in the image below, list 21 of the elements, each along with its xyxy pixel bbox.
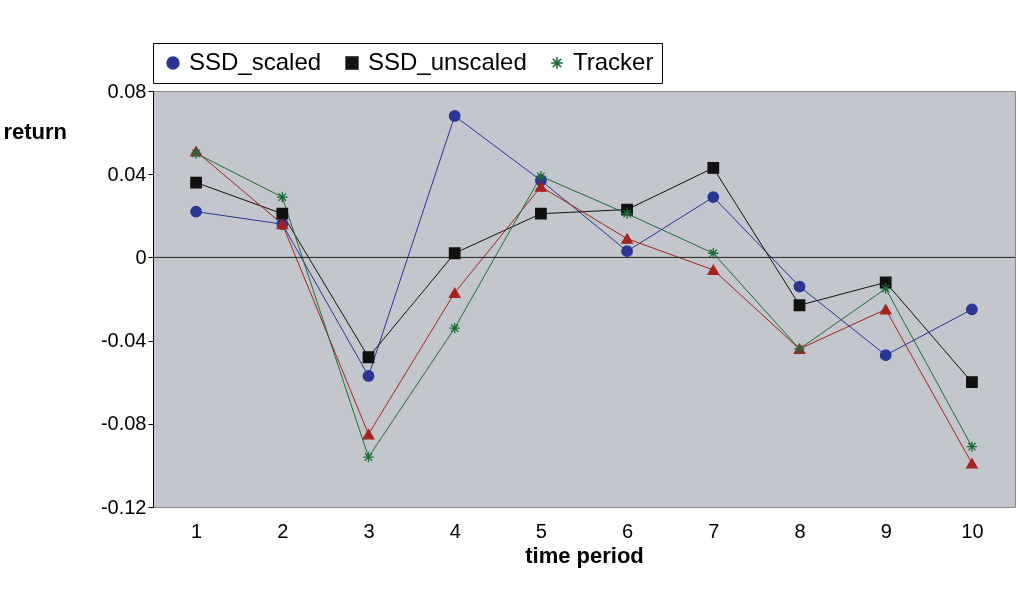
y-tick-label: -0.08 — [100, 412, 147, 435]
legend-label: SSD_unscaled — [368, 48, 527, 75]
x-tick-label: 3 — [363, 519, 375, 542]
legend-label: Tracker — [573, 48, 654, 75]
y-axis-title: return — [3, 118, 68, 144]
x-tick-label: 2 — [277, 519, 289, 542]
x-tick-label: 1 — [191, 519, 203, 542]
x-tick-label: 7 — [708, 519, 720, 542]
y-tick-label: 0.04 — [107, 162, 147, 185]
legend-label: SSD_scaled — [189, 48, 322, 75]
y-tick-label: 0.08 — [107, 79, 147, 102]
y-tick-label: 0 — [135, 245, 147, 268]
y-tick-label: -0.12 — [100, 495, 147, 518]
x-tick-label: 6 — [622, 519, 634, 542]
x-tick-label: 10 — [961, 519, 984, 542]
x-tick-label: 4 — [449, 519, 461, 542]
x-tick-label: 8 — [794, 519, 806, 542]
x-tick-label: 5 — [535, 519, 547, 542]
x-axis-title: time period — [525, 542, 644, 568]
x-tick-label: 9 — [880, 519, 892, 542]
y-tick-label: -0.04 — [100, 329, 147, 352]
